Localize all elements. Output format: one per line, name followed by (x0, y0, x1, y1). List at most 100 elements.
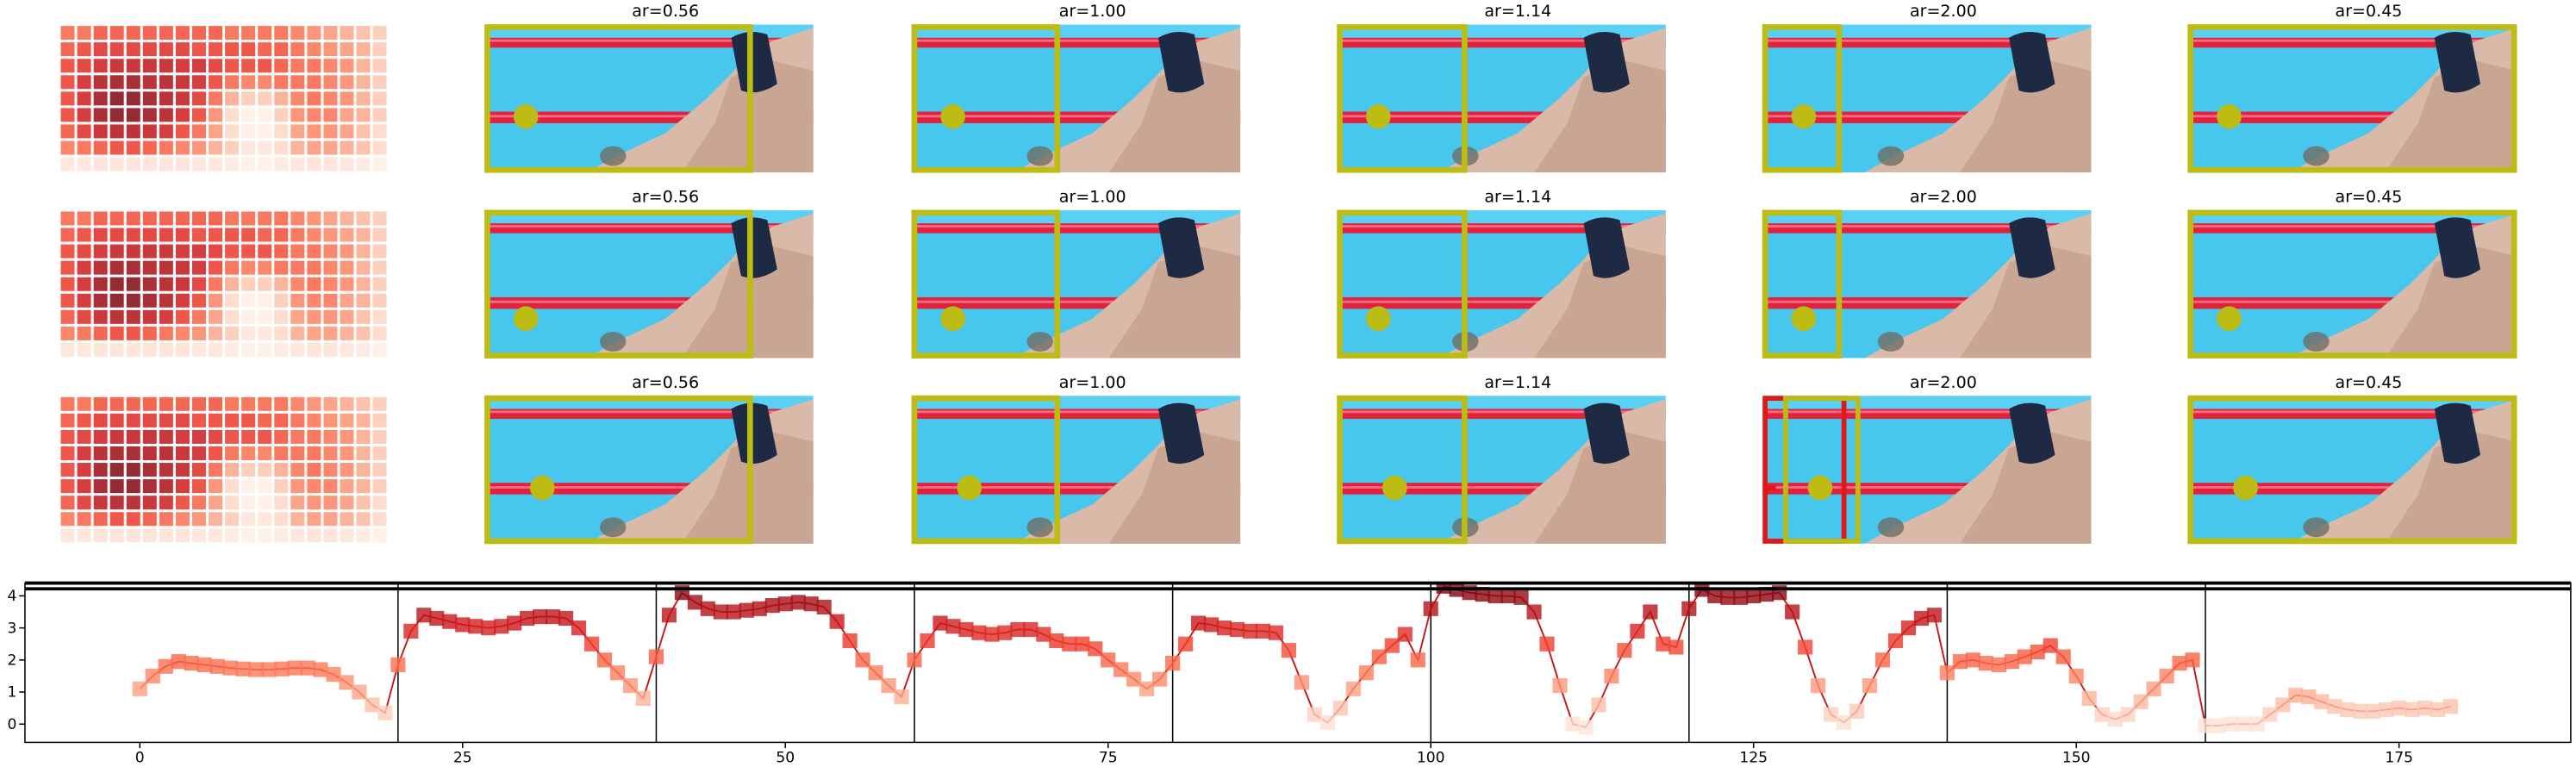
marker (1733, 589, 1749, 605)
heatmap-cell (241, 157, 256, 171)
heatmap-cell (356, 479, 371, 494)
heatmap-cell (258, 75, 272, 90)
heatmap-cell (290, 157, 305, 171)
yellow-dot (940, 104, 966, 129)
heatmap-cell (126, 59, 140, 73)
marker (1811, 678, 1826, 694)
marker (1798, 639, 1813, 655)
heatmap-cell (191, 463, 206, 477)
heatmap-cell (60, 326, 75, 340)
heatmap-cell (356, 211, 371, 226)
marker (1500, 588, 1516, 604)
heatmap-cell (142, 244, 157, 259)
swimmer-image (484, 396, 814, 544)
heatmap-cell (126, 309, 140, 324)
marker (932, 615, 948, 631)
heatmap-cell (307, 228, 321, 242)
heatmap-cell (126, 326, 140, 340)
heatmap-cell (93, 429, 108, 444)
heatmap-cell (60, 463, 75, 477)
heatmap-cell (340, 342, 354, 357)
heatmap-cell (109, 528, 124, 543)
heatmap-cell (93, 446, 108, 460)
heatmap-cell (274, 429, 289, 444)
heatmap-cell (175, 309, 190, 324)
heatmap-cell (159, 496, 173, 510)
marker (1824, 707, 1839, 722)
heatmap-cell (126, 228, 140, 242)
heatmap-cell (340, 396, 354, 411)
marker (1707, 588, 1723, 604)
marker (1255, 623, 1271, 639)
heatmap-cell (209, 479, 223, 494)
marker (868, 665, 883, 681)
heatmap-cell (126, 42, 140, 57)
heatmap-cell (60, 429, 75, 444)
panel-title: ar=2.00 (1910, 187, 1977, 206)
heatmap-cell (60, 26, 75, 41)
heatmap-cell (126, 413, 140, 427)
heatmap-cell (340, 260, 354, 275)
yellow-box (1337, 209, 1468, 359)
heatmap-cell (258, 528, 272, 543)
marker (2120, 707, 2136, 722)
marker (1436, 583, 1451, 594)
heatmap-cell (290, 211, 305, 226)
heatmap-cell (340, 244, 354, 259)
heatmap-cell (340, 59, 354, 73)
heatmap-cell (60, 396, 75, 411)
yellow-dot (957, 475, 982, 501)
heatmap-cell (225, 228, 240, 242)
heatmap-cell (175, 528, 190, 543)
marker (1023, 621, 1039, 638)
heatmap-cell (159, 446, 173, 460)
heatmap-cell (175, 413, 190, 427)
yellow-dot (1791, 104, 1817, 129)
heatmap-cell (93, 260, 108, 275)
heatmap-cell (126, 496, 140, 510)
heatmap-cell (209, 140, 223, 155)
heatmap-cell (109, 157, 124, 171)
heatmap-cell (225, 309, 240, 324)
heatmap-cell (175, 342, 190, 357)
heatmap-cell (142, 59, 157, 73)
heatmap-cell (323, 396, 338, 411)
heatmap-cell (356, 528, 371, 543)
heatmap-cell (209, 59, 223, 73)
marker (1139, 681, 1155, 696)
heatmap-cell (225, 496, 240, 510)
heatmap-cell (340, 124, 354, 139)
heatmap-cell (307, 91, 321, 106)
heatmap-cell (258, 413, 272, 427)
y-tick-label: 3 (8, 620, 17, 637)
heatmap-cell (175, 59, 190, 73)
panel-title: ar=1.14 (1484, 2, 1551, 21)
heatmap-cell (241, 446, 256, 460)
y-tick-label: 4 (8, 588, 17, 605)
heatmap-cell (77, 496, 91, 510)
marker (1656, 636, 1671, 652)
heatmap-cell (274, 309, 289, 324)
heatmap-cell (340, 512, 354, 527)
heatmap-cell (109, 479, 124, 494)
marker (1746, 588, 1762, 604)
heatmap-cell (225, 396, 240, 411)
heatmap-cell (142, 211, 157, 226)
heatmap-cell (307, 157, 321, 171)
heatmap-cell (191, 309, 206, 324)
marker (1591, 697, 1606, 713)
marker (1216, 620, 1232, 636)
swimmer-image (1762, 396, 2092, 544)
marker (2327, 699, 2342, 714)
heatmap-cell (356, 429, 371, 444)
heatmap-cell (77, 342, 91, 357)
marker (546, 609, 561, 625)
heatmap-cell (126, 463, 140, 477)
heatmap-cell (175, 293, 190, 308)
heatmap-cell (307, 26, 321, 41)
heatmap-cell (93, 479, 108, 494)
heatmap-cell (307, 528, 321, 543)
heatmap-cell (159, 211, 173, 226)
heatmap-cell (274, 342, 289, 357)
heatmap-cell (225, 446, 240, 460)
